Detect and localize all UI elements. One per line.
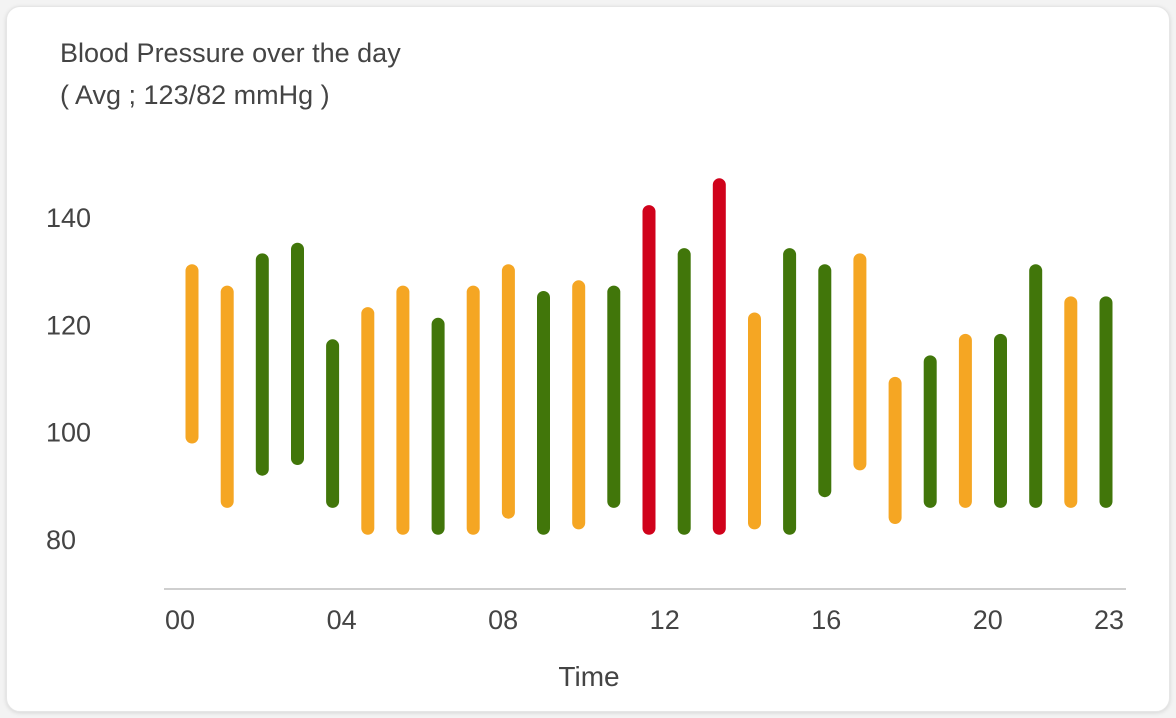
x-tick-label: 20 [973,605,1003,635]
x-axis-title: Time [558,661,619,692]
x-tick-label: 04 [327,605,357,635]
x-tick-label: 12 [650,605,680,635]
y-tick-label: 120 [46,310,91,340]
chart-card: Blood Pressure over the day ( Avg ; 123/… [6,6,1170,712]
chart-title-block: Blood Pressure over the day ( Avg ; 123/… [60,33,401,117]
y-axis-ticks: 80 100 120 140 [46,203,91,555]
x-tick-label: 08 [488,605,518,635]
y-tick-label: 140 [46,203,91,233]
x-tick-label: 16 [811,605,841,635]
x-axis-ticks: 00 04 08 12 16 20 23 [165,605,1124,635]
x-tick-label: 23 [1094,605,1124,635]
bars-group [185,178,1113,535]
y-tick-label: 100 [46,418,91,448]
y-tick-label: 80 [46,525,76,555]
chart-subtitle: ( Avg ; 123/82 mmHg ) [60,79,330,110]
x-tick-label: 00 [165,605,195,635]
chart-title: Blood Pressure over the day [60,38,401,68]
